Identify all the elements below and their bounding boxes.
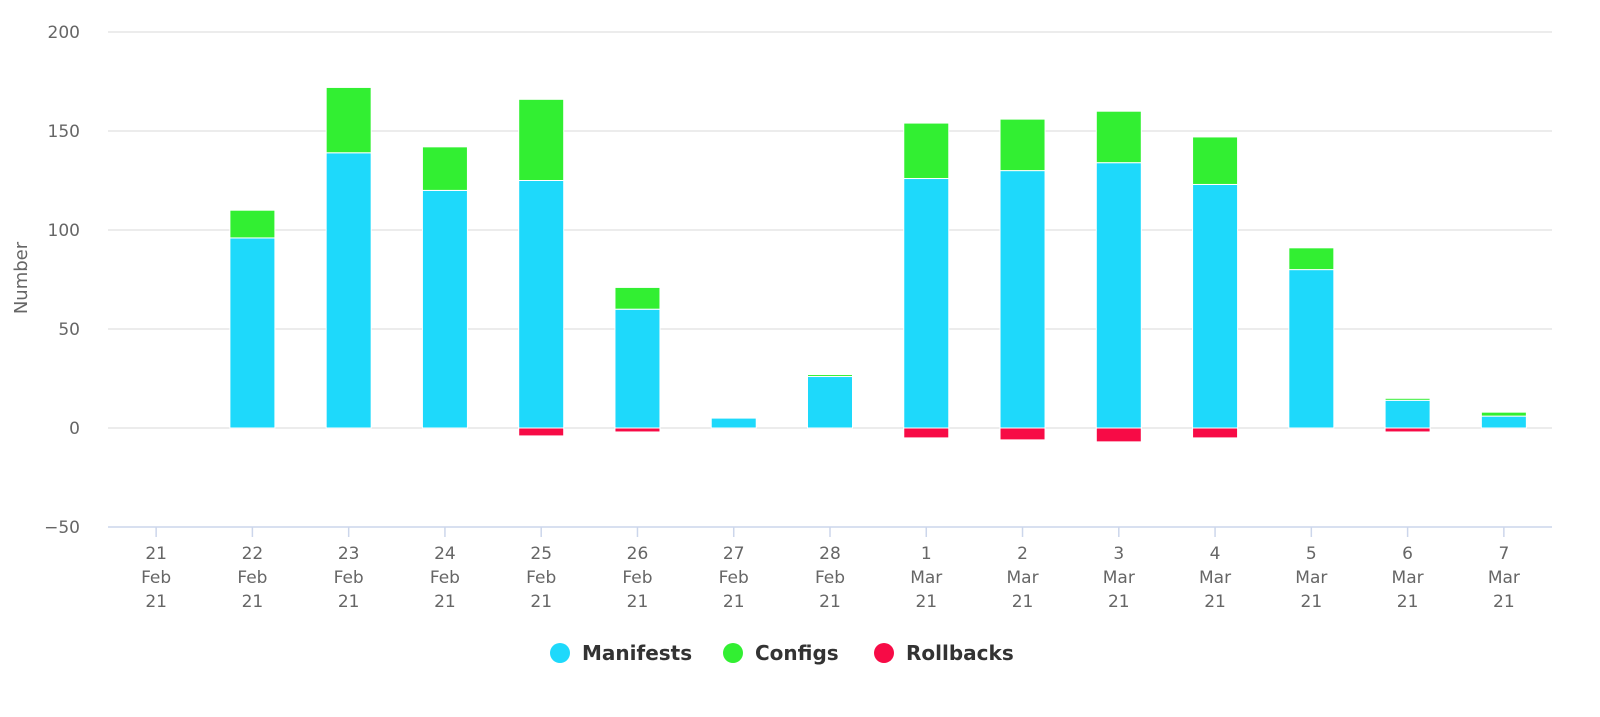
y-tick-label: 0 — [69, 419, 80, 439]
y-tick-label: 150 — [48, 122, 80, 142]
legend-label: Manifests — [582, 641, 692, 665]
bar-manifests[interactable] — [903, 178, 950, 429]
bar-configs[interactable] — [999, 118, 1046, 172]
bar-configs[interactable] — [614, 286, 661, 310]
x-tick-label: 1 Mar 21 — [910, 544, 942, 612]
x-tick-label: 26 Feb 21 — [622, 544, 652, 612]
x-tick-label: 6 Mar 21 — [1392, 544, 1424, 612]
bar-rollbacks[interactable] — [1095, 427, 1142, 443]
legend-marker — [550, 643, 570, 663]
bar-configs[interactable] — [903, 122, 950, 180]
legend-item-configs[interactable]: Configs — [723, 641, 839, 665]
bar-rollbacks[interactable] — [518, 427, 565, 437]
bar-configs[interactable] — [1288, 247, 1335, 271]
bar-manifests[interactable] — [1384, 399, 1431, 429]
bar-rollbacks[interactable] — [1384, 427, 1431, 433]
bar-configs[interactable] — [421, 146, 468, 191]
bar-manifests[interactable] — [614, 308, 661, 429]
legend-label: Configs — [755, 641, 839, 665]
y-tick-label: 100 — [48, 221, 80, 241]
x-tick-label: 24 Feb 21 — [430, 544, 460, 612]
bar-configs[interactable] — [807, 374, 853, 378]
x-tick-label: 7 Mar 21 — [1488, 544, 1520, 612]
bar-rollbacks[interactable] — [903, 427, 950, 439]
y-tick-label: 50 — [58, 320, 80, 340]
bar-configs[interactable] — [1192, 136, 1239, 185]
bar-manifests[interactable] — [325, 152, 372, 429]
bar-configs[interactable] — [518, 98, 565, 181]
bar-rollbacks[interactable] — [614, 427, 661, 433]
y-axis-title: Number — [11, 241, 32, 314]
x-tick-label: 27 Feb 21 — [719, 544, 749, 612]
x-tick-label: 25 Feb 21 — [526, 544, 556, 612]
x-tick-label: 2 Mar 21 — [1006, 544, 1038, 612]
legend: Manifests Configs Rollbacks — [550, 641, 1014, 665]
legend-item-manifests[interactable]: Manifests — [550, 641, 692, 665]
bar-rollbacks[interactable] — [1192, 427, 1239, 439]
y-tick-label: 200 — [48, 23, 80, 43]
bar-configs[interactable] — [229, 209, 276, 239]
y-tick-label: −50 — [44, 518, 80, 538]
bar-rollbacks[interactable] — [999, 427, 1046, 441]
bar-configs[interactable] — [1480, 411, 1527, 417]
bar-manifests[interactable] — [1192, 183, 1239, 429]
x-tick-label: 22 Feb 21 — [237, 544, 267, 612]
bar-manifests[interactable] — [1288, 269, 1335, 429]
legend-marker — [874, 643, 894, 663]
bar-manifests[interactable] — [518, 180, 565, 429]
axes: −50 0 50 100 150 200 21 Feb 21 22 Feb 21 23 Feb 21 24 Fe… — [44, 23, 1552, 612]
bar-manifests[interactable] — [710, 417, 757, 429]
x-tick-label: 28 Feb 21 — [815, 544, 845, 612]
x-tick-label: 5 Mar 21 — [1295, 544, 1327, 612]
bar-manifests[interactable] — [1480, 415, 1527, 429]
bar-manifests[interactable] — [999, 170, 1046, 429]
bar-manifests[interactable] — [807, 376, 853, 429]
bar-configs[interactable] — [1384, 397, 1431, 401]
legend-item-rollbacks[interactable]: Rollbacks — [874, 641, 1014, 665]
x-tick-label: 3 Mar 21 — [1103, 544, 1135, 612]
grid-lines — [108, 31, 1552, 429]
bar-configs[interactable] — [325, 86, 372, 154]
bar-configs[interactable] — [1095, 110, 1142, 164]
bar-manifests[interactable] — [229, 237, 276, 429]
legend-label: Rollbacks — [906, 641, 1014, 665]
legend-marker — [723, 643, 743, 663]
bar-manifests[interactable] — [1095, 162, 1142, 429]
x-tick-label: 4 Mar 21 — [1199, 544, 1231, 612]
x-tick-label: 23 Feb 21 — [334, 544, 364, 612]
x-tick-label: 21 Feb 21 — [141, 544, 171, 612]
bar-manifests[interactable] — [421, 189, 468, 429]
bars — [229, 86, 1527, 443]
